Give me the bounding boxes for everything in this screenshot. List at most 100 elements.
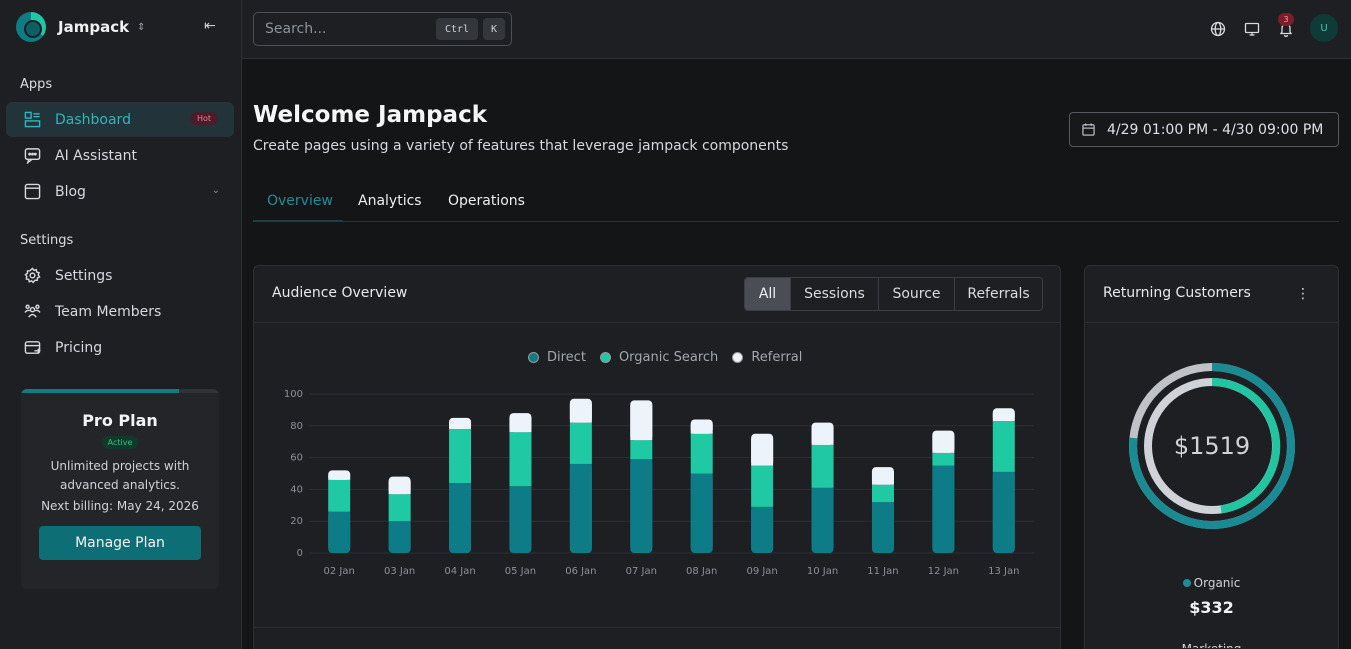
card-header: Audience Overview All Sessions Source Re… xyxy=(254,266,1060,323)
legend-item-direct[interactable]: Direct xyxy=(528,350,586,365)
bar-segment-fill xyxy=(992,413,1015,422)
chevron-down-icon[interactable]: ⌄ xyxy=(211,185,220,196)
page-tabs: Overview Analytics Operations xyxy=(253,187,1339,222)
tab-operations[interactable]: Operations xyxy=(448,193,525,209)
audience-bar-chart: 0 20 40 60 80 100 02 Jan 03 Jan 04 Jan 05 Jan 06 J… xyxy=(284,389,1034,577)
y-tick-label: 100 xyxy=(284,389,303,400)
legend-label: Direct xyxy=(547,350,586,365)
legend-label: Referral xyxy=(751,350,803,365)
billing-icon xyxy=(24,339,41,356)
search-input[interactable] xyxy=(265,21,435,37)
y-tick-label: 60 xyxy=(290,453,303,464)
sidebar-item-ai-assistant[interactable]: AI Assistant xyxy=(6,138,234,173)
legend-dot xyxy=(732,352,744,363)
bar-segment-organic-search xyxy=(932,452,955,466)
filter-source-button[interactable]: Source xyxy=(879,278,955,310)
filter-segmented-control: All Sessions Source Referrals xyxy=(744,277,1043,311)
x-tick-label: 08 Jan xyxy=(686,566,717,577)
filter-referrals-button[interactable]: Referrals xyxy=(955,278,1042,310)
manage-plan-button[interactable]: Manage Plan xyxy=(39,526,201,560)
legend-dot xyxy=(1182,579,1191,587)
sidebar-item-blog[interactable]: Blog ⌄ xyxy=(6,174,234,209)
page-subtitle: Create pages using a variety of features… xyxy=(253,138,789,154)
plan-progress-fill xyxy=(21,389,179,393)
outer-ring-arc xyxy=(1129,363,1296,529)
bar-segment-organic-search xyxy=(509,432,532,487)
plan-title: Pro Plan xyxy=(82,411,158,430)
sidebar-item-label: Team Members xyxy=(55,303,162,320)
globe-icon[interactable] xyxy=(1210,21,1226,37)
section-label-settings: Settings xyxy=(20,233,74,248)
bar-segment-fill xyxy=(932,465,955,548)
dashboard-icon xyxy=(24,111,41,128)
x-tick-label: 03 Jan xyxy=(384,566,415,577)
tab-analytics[interactable]: Analytics xyxy=(358,193,422,209)
bar-segment-organic-search xyxy=(811,444,834,488)
next-legend-label: Marketing xyxy=(1085,642,1338,648)
x-tick-label: 11 Jan xyxy=(867,566,898,577)
plan-billing-date: Next billing: May 24, 2026 xyxy=(41,499,199,513)
main-content: Welcome Jampack Create pages using a var… xyxy=(242,59,1351,649)
users-icon xyxy=(24,303,41,320)
bar-segment-fill xyxy=(811,487,834,548)
bar-segment-fill xyxy=(328,511,351,548)
donut-chart: $1519 xyxy=(1126,360,1298,532)
sidebar-item-label: Blog xyxy=(55,183,86,200)
monitor-icon[interactable] xyxy=(1244,21,1260,37)
bar-segment-fill xyxy=(388,481,411,495)
bar-segment-fill xyxy=(690,424,713,434)
organic-amount: $332 xyxy=(1189,598,1234,617)
bar-segment-fill xyxy=(328,475,351,480)
bar-segment-organic-search xyxy=(751,465,774,507)
card-header: Returning Customers ⋮ xyxy=(1085,266,1338,323)
brand-logo-icon xyxy=(16,12,46,42)
bar-segment-fill xyxy=(871,502,894,548)
bar-segment-fill xyxy=(449,483,472,548)
bar-segment-fill xyxy=(630,459,653,548)
bar-segment-fill xyxy=(509,486,532,548)
bar-segment-fill xyxy=(509,418,532,433)
chevron-updown-icon: ⇕ xyxy=(137,21,146,33)
plan-description: Unlimited projects with advanced analyti… xyxy=(50,459,190,492)
filter-all-button[interactable]: All xyxy=(745,278,791,310)
date-range-picker[interactable]: 4/29 01:00 PM - 4/30 09:00 PM xyxy=(1069,112,1339,147)
legend-label: Organic xyxy=(1193,576,1241,590)
legend-item-referral[interactable]: Referral xyxy=(732,350,802,365)
brand[interactable]: Jampack ⇕ xyxy=(16,12,145,42)
calendar-icon xyxy=(1082,123,1095,136)
topbar: Ctrl K 3 U xyxy=(242,0,1351,59)
plan-progress-bar xyxy=(21,389,219,393)
legend-item-organic-search[interactable]: Organic Search xyxy=(599,350,718,365)
bar-segment-fill xyxy=(871,472,894,485)
bar-segment-fill xyxy=(690,473,713,548)
card-title: Returning Customers xyxy=(1103,285,1251,301)
audience-overview-card: Audience Overview All Sessions Source Re… xyxy=(253,265,1061,649)
bar-segment-fill xyxy=(449,422,472,429)
bar-segment-organic-search xyxy=(328,479,351,512)
tab-overview[interactable]: Overview xyxy=(267,193,333,209)
date-range-text: 4/29 01:00 PM - 4/30 09:00 PM xyxy=(1107,121,1324,138)
x-tick-label: 02 Jan xyxy=(324,566,355,577)
search-box[interactable]: Ctrl K xyxy=(253,12,512,46)
returning-customers-card: Returning Customers ⋮ $1519 Organic $332… xyxy=(1084,265,1339,649)
y-tick-label: 20 xyxy=(290,516,303,527)
x-tick-label: 10 Jan xyxy=(807,566,838,577)
brand-name: Jampack xyxy=(58,18,130,36)
bar-segment-fill xyxy=(932,435,955,453)
y-tick-label: 80 xyxy=(290,421,303,432)
chart-legend: Direct Organic Search Referral xyxy=(528,350,816,365)
sidebar-item-settings[interactable]: Settings xyxy=(6,258,234,293)
sidebar: Jampack ⇕ ⇤ Apps Dashboard Hot AI Assist… xyxy=(0,0,242,649)
bar-segment-fill xyxy=(569,403,592,423)
avatar[interactable]: U xyxy=(1310,14,1338,42)
browser-window-icon xyxy=(24,183,41,200)
filter-sessions-button[interactable]: Sessions xyxy=(791,278,879,310)
sidebar-item-team-members[interactable]: Team Members xyxy=(6,294,234,329)
bar-segment-fill xyxy=(388,521,411,548)
sidebar-item-dashboard[interactable]: Dashboard Hot xyxy=(6,102,234,137)
sidebar-item-pricing[interactable]: Pricing xyxy=(6,330,234,365)
bar-segment-organic-search xyxy=(630,440,653,460)
sidebar-item-label: Dashboard xyxy=(55,111,131,128)
collapse-sidebar-icon[interactable]: ⇤ xyxy=(204,18,216,34)
more-options-icon[interactable]: ⋮ xyxy=(1296,286,1310,302)
